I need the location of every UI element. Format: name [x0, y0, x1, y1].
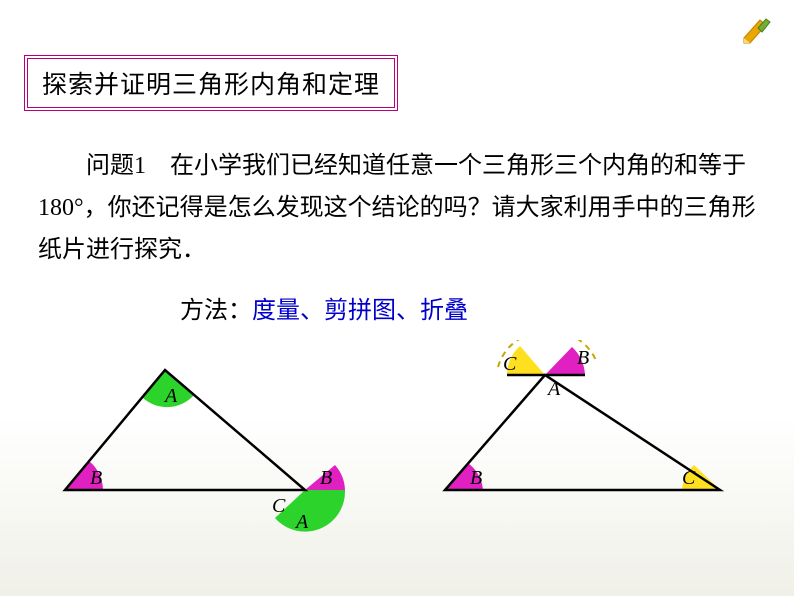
right-triangle — [445, 375, 720, 490]
method-line: 方法：度量、剪拼图、折叠 — [180, 290, 468, 325]
right-label-A: A — [546, 378, 561, 400]
method-label: 方法： — [180, 298, 252, 324]
right-label-Ctop: C — [503, 353, 517, 375]
question-text: 在小学我们已经知道任意一个三角形三个内角的和等于180°，你还记得是怎么发现这个… — [38, 153, 756, 263]
left-ext-A — [275, 490, 345, 532]
left-label-B: B — [90, 467, 102, 489]
pencil-icon — [736, 12, 776, 47]
left-ext-label-B: B — [320, 467, 332, 489]
left-label-A: A — [163, 385, 178, 407]
right-label-Btop: B — [577, 347, 589, 369]
right-label-B: B — [470, 467, 482, 489]
title-box: 探索并证明三角形内角和定理 — [24, 55, 398, 111]
question-block: 问题1 在小学我们已经知道任意一个三角形三个内角的和等于180°，你还记得是怎么… — [38, 145, 756, 271]
left-label-C: C — [272, 495, 286, 517]
method-content: 度量、剪拼图、折叠 — [252, 298, 468, 324]
left-ext-label-A: A — [294, 511, 309, 533]
title-text: 探索并证明三角形内角和定理 — [42, 72, 380, 99]
right-label-C: C — [682, 467, 696, 489]
diagram-area: A B C B A A C B B C — [0, 340, 794, 590]
question-label: 问题1 — [86, 153, 146, 179]
